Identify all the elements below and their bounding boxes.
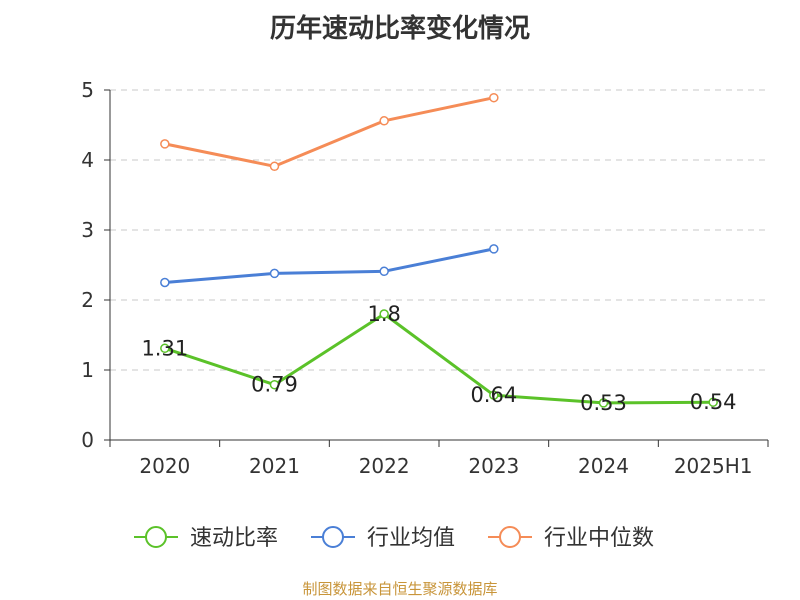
- y-tick-label: 0: [81, 428, 94, 452]
- x-tick-label: 2020: [139, 454, 190, 478]
- y-tick-label: 4: [81, 148, 94, 172]
- x-tick-label: 2023: [468, 454, 519, 478]
- y-tick-label: 5: [81, 78, 94, 102]
- x-tick-label: 2022: [359, 454, 410, 478]
- legend-marker: [145, 526, 167, 548]
- legend-marker: [322, 526, 344, 548]
- data-point: [379, 116, 389, 126]
- data-point: [160, 139, 170, 149]
- data-label: 0.79: [251, 373, 298, 397]
- y-tick-label: 2: [81, 288, 94, 312]
- data-point: [489, 244, 499, 254]
- legend-label: 行业均值: [367, 526, 455, 551]
- legend-label: 行业中位数: [544, 526, 654, 551]
- data-point: [269, 268, 280, 279]
- data-point: [379, 266, 389, 277]
- source-footer: 制图数据来自恒生聚源数据库: [302, 580, 498, 598]
- data-label: 0.53: [580, 391, 627, 415]
- data-point: [269, 161, 280, 172]
- x-tick-label: 2025H1: [674, 454, 753, 478]
- y-tick-label: 3: [81, 218, 94, 242]
- x-tick-label: 2024: [578, 454, 629, 478]
- data-point: [708, 397, 718, 407]
- series-line-2: [164, 96, 495, 168]
- data-labels: 1.31 0.79 1.8 0.64 0.53 0.54: [141, 302, 736, 415]
- data-point: [379, 309, 389, 319]
- axes: 0 1 2 3 4 5 2020 2021 2022 2023 2024 2025H1: [81, 78, 769, 478]
- series-line-0: [164, 312, 714, 405]
- chart-title: 历年速动比率变化情况: [269, 14, 530, 44]
- series-line-1: [164, 247, 495, 284]
- data-label: 0.64: [470, 383, 517, 407]
- data-point: [489, 390, 499, 400]
- data-point: [160, 343, 170, 354]
- y-tick-label: 1: [81, 358, 94, 382]
- data-label: 1.31: [141, 336, 188, 360]
- data-point: [269, 379, 280, 390]
- legend: 速动比率 行业均值 行业中位数: [134, 526, 654, 551]
- data-label: 1.8: [367, 302, 400, 326]
- x-tick-label: 2021: [249, 454, 300, 478]
- series-lines: [160, 92, 718, 408]
- data-label: 0.54: [690, 390, 737, 414]
- data-point: [160, 277, 170, 288]
- data-point: [489, 92, 499, 103]
- legend-marker: [499, 526, 521, 548]
- legend-label: 速动比率: [190, 526, 278, 551]
- grid-lines: [110, 89, 768, 371]
- data-point: [598, 398, 609, 408]
